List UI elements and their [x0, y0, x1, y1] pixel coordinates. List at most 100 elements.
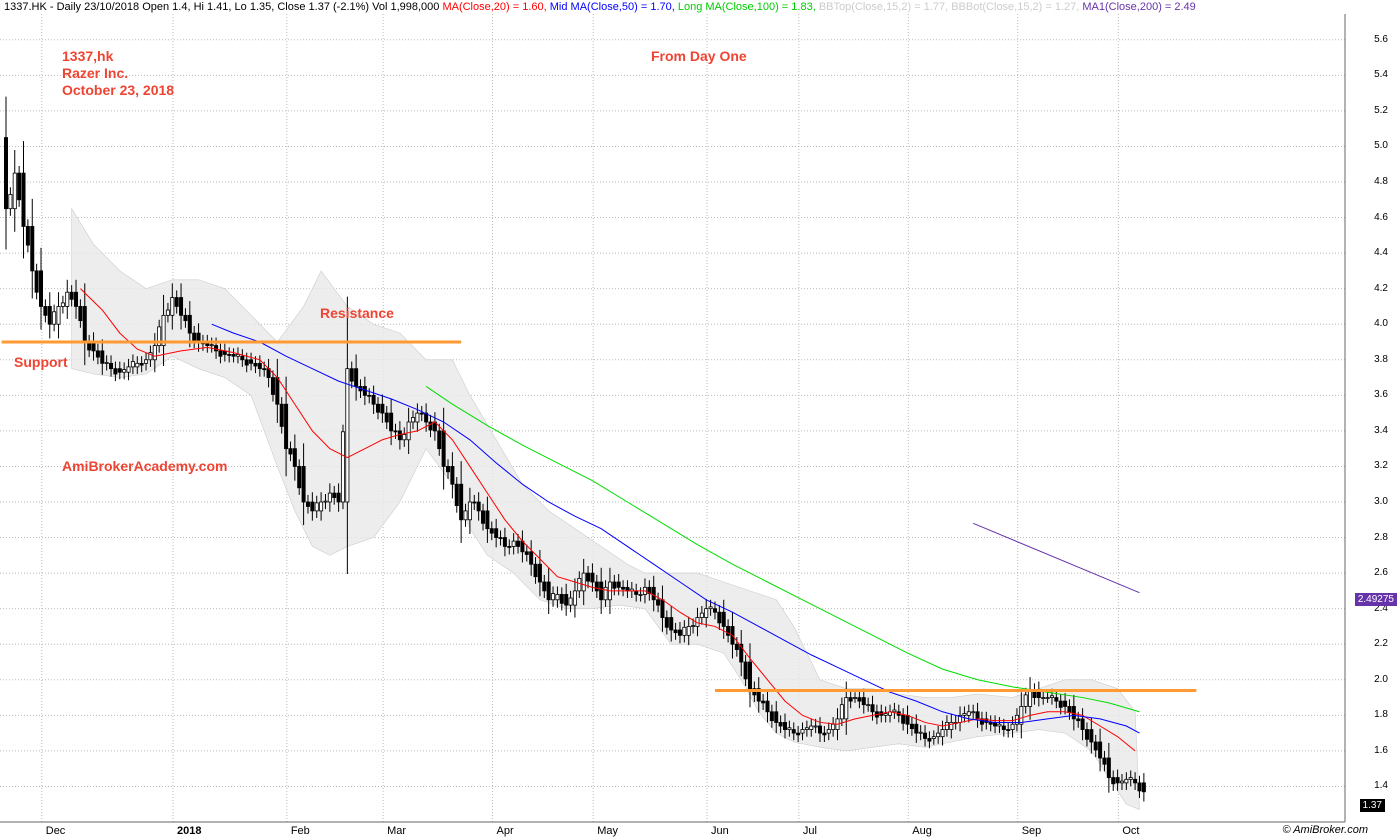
candle-body	[74, 291, 79, 307]
candle-body	[1080, 718, 1085, 730]
candle-body	[489, 528, 494, 534]
x-tick-label: Aug	[912, 825, 932, 837]
candle-body	[581, 572, 586, 592]
candle-body	[411, 417, 416, 423]
y-tick-label: 4.4	[1374, 247, 1388, 259]
candle-body	[498, 537, 503, 539]
x-tick-label: Sep	[1021, 825, 1042, 837]
annotation-site: AmiBrokerAcademy.com	[62, 458, 228, 474]
candle-body	[883, 713, 888, 716]
candle-body	[165, 309, 170, 316]
candle-body	[39, 270, 44, 307]
candle-body	[559, 594, 564, 604]
candle-body	[284, 403, 289, 450]
candle-body	[122, 369, 127, 373]
candle-body	[909, 723, 914, 730]
candle-body	[1019, 706, 1024, 725]
candle-body	[494, 528, 499, 538]
candle-body	[761, 700, 766, 704]
annotation-ticker: 1337,hk	[62, 48, 114, 64]
candle-body	[424, 412, 429, 423]
candle-body	[756, 688, 761, 702]
x-tick-label: May	[597, 825, 618, 837]
candle-body	[1111, 777, 1116, 785]
candle-body	[975, 711, 980, 720]
candle-body	[524, 551, 529, 555]
candle-body	[192, 332, 197, 342]
copyright-text: © AmiBroker.com	[1282, 824, 1368, 836]
candle-body	[686, 626, 691, 636]
candle-body	[218, 350, 223, 357]
candle-body	[971, 711, 976, 714]
candle-body	[481, 510, 486, 524]
candle-body	[599, 581, 604, 601]
candle-body	[1089, 729, 1094, 743]
candle-body	[966, 711, 971, 716]
candle-body	[262, 368, 267, 371]
y-tick-label: 3.6	[1374, 389, 1388, 401]
header-ticker: 1337.HK	[4, 1, 47, 13]
candle-body	[144, 359, 149, 364]
candle-body	[905, 714, 910, 725]
y-tick-label: 4.8	[1374, 176, 1388, 187]
candle-body	[214, 345, 219, 352]
candle-body	[1063, 700, 1068, 707]
candle-body	[336, 492, 341, 503]
candle-body	[691, 625, 696, 627]
candle-body	[537, 563, 542, 583]
candle-body	[1102, 757, 1107, 765]
candle-body	[997, 723, 1002, 727]
candle-body	[148, 352, 153, 361]
candle-body	[170, 297, 175, 316]
candle-body	[428, 421, 433, 431]
candle-body	[305, 501, 310, 507]
candle-body	[551, 593, 556, 601]
candle-body	[542, 581, 547, 592]
candle-body	[472, 501, 477, 504]
candle-body	[104, 362, 109, 364]
candle-body	[774, 711, 779, 723]
candle-body	[739, 643, 744, 663]
candle-body	[174, 297, 179, 307]
candle-body	[47, 306, 52, 325]
x-tick-label: Oct	[1122, 825, 1140, 837]
candle-body	[918, 731, 923, 734]
y-tick-label: 4.2	[1374, 282, 1388, 294]
candle-body	[139, 362, 144, 366]
candle-body	[332, 492, 337, 498]
header-bbtop: BBTop(Close,15,2) = 1.77,	[818, 1, 952, 13]
candle-body	[1093, 741, 1098, 751]
candle-body	[1058, 700, 1063, 708]
candle-body	[568, 597, 573, 606]
candle-body	[1133, 778, 1138, 784]
candle-body	[621, 586, 626, 590]
candle-body	[603, 586, 608, 601]
candle-body	[533, 563, 538, 578]
candle-body	[270, 377, 275, 395]
candle-body	[638, 594, 643, 596]
y-tick-label: 1.6	[1374, 744, 1388, 756]
candle-body	[249, 359, 254, 364]
y-tick-label: 2.4	[1374, 602, 1388, 614]
candle-body	[914, 723, 919, 734]
candle-body	[21, 172, 26, 227]
candle-body	[467, 501, 472, 521]
support-resistance-lines	[1, 340, 1197, 692]
y-tick-label: 5.4	[1374, 69, 1388, 81]
y-tick-label: 2.6	[1374, 567, 1388, 579]
candle-body	[625, 586, 630, 592]
candle-body	[769, 711, 774, 722]
y-tick-label: 3.8	[1374, 353, 1388, 365]
x-tick-label: Jun	[710, 825, 729, 837]
candle-body	[135, 362, 140, 368]
candle-body	[235, 354, 240, 357]
candle-body	[100, 350, 105, 364]
candle-body	[664, 617, 669, 628]
x-tick-label: Apr	[496, 825, 514, 837]
candle-body	[345, 368, 350, 503]
candle-body	[831, 723, 836, 730]
y-tick-label: 1.8	[1374, 709, 1388, 721]
candle-body	[4, 137, 9, 210]
annotation-date: October 23, 2018	[62, 82, 175, 98]
